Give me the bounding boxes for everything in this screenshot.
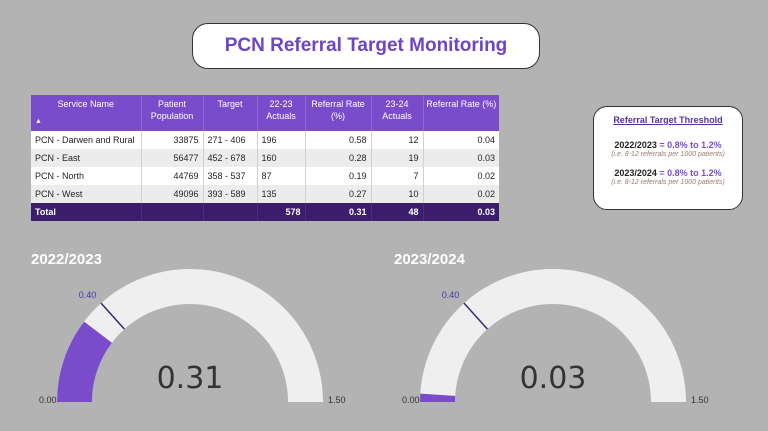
gauge-title-2023-2024: 2023/2024 bbox=[394, 251, 465, 268]
col-header-referral-rate-23-24[interactable]: Referral Rate (%) bbox=[423, 95, 499, 131]
gauge-target-line bbox=[100, 302, 125, 330]
col-header-22-23-actuals[interactable]: 22-23 Actuals bbox=[257, 95, 306, 131]
table-row[interactable]: PCN - North 44769 358 - 537 87 0.19 7 0.… bbox=[31, 167, 499, 185]
threshold-equals: = bbox=[656, 168, 668, 178]
cell-rate-23-24: 0.02 bbox=[423, 185, 499, 203]
threshold-note: (i.e. 8-12 referrals per 1000 patients) bbox=[611, 151, 725, 158]
gauge-value-arc bbox=[57, 321, 112, 402]
col-header-referral-rate-22-23[interactable]: Referral Rate (%) bbox=[305, 95, 372, 131]
cell-rate-22-23: 0.19 bbox=[305, 167, 372, 185]
threshold-year-label: 2022/2023 bbox=[614, 140, 657, 150]
col-header-target[interactable]: Target bbox=[203, 95, 258, 131]
total-population bbox=[141, 203, 204, 221]
total-label: Total bbox=[31, 203, 142, 221]
gauge-track bbox=[420, 269, 686, 402]
threshold-heading: Referral Target Threshold bbox=[613, 115, 723, 125]
gauge-max-label: 1.50 bbox=[691, 395, 709, 405]
gauge-title-2022-2023: 2022/2023 bbox=[31, 251, 102, 268]
gauge-2023-2024[interactable]: 0.40 0.00 1.50 0.03 bbox=[383, 265, 723, 415]
cell-actuals-23-24: 10 bbox=[371, 185, 424, 203]
threshold-equals: = bbox=[656, 140, 668, 150]
gauge-value: 0.31 bbox=[157, 361, 224, 396]
page-title-box: PCN Referral Target Monitoring bbox=[192, 23, 540, 69]
gauge-2022-2023[interactable]: 0.40 0.00 1.50 0.31 bbox=[20, 265, 360, 415]
col-header-service-name[interactable]: Service Name ▲ bbox=[31, 95, 142, 131]
cell-service-name: PCN - West bbox=[31, 185, 142, 203]
page-title: PCN Referral Target Monitoring bbox=[224, 35, 508, 56]
cell-population: 44769 bbox=[141, 167, 204, 185]
table-row[interactable]: PCN - Darwen and Rural 33875 271 - 406 1… bbox=[31, 131, 499, 149]
gauge-target-label: 0.40 bbox=[79, 290, 97, 300]
gauge-target-line bbox=[463, 302, 488, 330]
gauge-max-label: 1.50 bbox=[328, 395, 346, 405]
cell-target: 452 - 678 bbox=[203, 149, 258, 167]
threshold-note: (i.e. 8-12 referrals per 1000 patients) bbox=[611, 179, 725, 186]
threshold-2022-2023: 2022/2023 = 0.8% to 1.2% bbox=[594, 140, 742, 150]
sort-up-icon[interactable]: ▲ bbox=[35, 118, 42, 125]
cell-target: 358 - 537 bbox=[203, 167, 258, 185]
cell-rate-23-24: 0.04 bbox=[423, 131, 499, 149]
threshold-2023-2024: 2023/2024 = 0.8% to 1.2% bbox=[594, 168, 742, 178]
gauge-value: 0.03 bbox=[520, 361, 587, 396]
cell-population: 56477 bbox=[141, 149, 204, 167]
cell-service-name: PCN - Darwen and Rural bbox=[31, 131, 142, 149]
table-row[interactable]: PCN - West 49096 393 - 589 135 0.27 10 0… bbox=[31, 185, 499, 203]
cell-actuals-22-23: 87 bbox=[257, 167, 306, 185]
threshold-year-label: 2023/2024 bbox=[614, 168, 657, 178]
table-total-row: Total 578 0.31 48 0.03 bbox=[31, 203, 499, 221]
total-rate-22-23: 0.31 bbox=[305, 203, 372, 221]
referral-table: Service Name ▲ Patient Population Target… bbox=[31, 95, 499, 221]
cell-rate-23-24: 0.02 bbox=[423, 167, 499, 185]
cell-target: 393 - 589 bbox=[203, 185, 258, 203]
table-row[interactable]: PCN - East 56477 452 - 678 160 0.28 19 0… bbox=[31, 149, 499, 167]
gauge-value-arc bbox=[420, 393, 456, 402]
cell-actuals-22-23: 160 bbox=[257, 149, 306, 167]
cell-service-name: PCN - North bbox=[31, 167, 142, 185]
total-actuals-22-23: 578 bbox=[257, 203, 306, 221]
threshold-card: Referral Target Threshold 2022/2023 = 0.… bbox=[593, 106, 743, 210]
cell-population: 33875 bbox=[141, 131, 204, 149]
cell-service-name: PCN - East bbox=[31, 149, 142, 167]
col-header-patient-population[interactable]: Patient Population bbox=[141, 95, 204, 131]
cell-population: 49096 bbox=[141, 185, 204, 203]
cell-rate-22-23: 0.58 bbox=[305, 131, 372, 149]
cell-actuals-23-24: 12 bbox=[371, 131, 424, 149]
total-rate-23-24: 0.03 bbox=[423, 203, 499, 221]
gauge-track bbox=[57, 269, 323, 402]
cell-target: 271 - 406 bbox=[203, 131, 258, 149]
cell-rate-22-23: 0.27 bbox=[305, 185, 372, 203]
cell-rate-23-24: 0.03 bbox=[423, 149, 499, 167]
threshold-range: 0.8% to 1.2% bbox=[667, 140, 722, 150]
total-actuals-23-24: 48 bbox=[371, 203, 424, 221]
total-target bbox=[203, 203, 258, 221]
gauge-min-label: 0.00 bbox=[402, 395, 420, 405]
threshold-range: 0.8% to 1.2% bbox=[667, 168, 722, 178]
gauge-min-label: 0.00 bbox=[39, 395, 57, 405]
cell-rate-22-23: 0.28 bbox=[305, 149, 372, 167]
cell-actuals-22-23: 135 bbox=[257, 185, 306, 203]
table-header-row: Service Name ▲ Patient Population Target… bbox=[31, 95, 499, 131]
cell-actuals-22-23: 196 bbox=[257, 131, 306, 149]
gauge-target-label: 0.40 bbox=[442, 290, 460, 300]
col-header-23-24-actuals[interactable]: 23-24 Actuals bbox=[371, 95, 424, 131]
cell-actuals-23-24: 19 bbox=[371, 149, 424, 167]
col-header-label: Service Name bbox=[57, 99, 115, 109]
cell-actuals-23-24: 7 bbox=[371, 167, 424, 185]
